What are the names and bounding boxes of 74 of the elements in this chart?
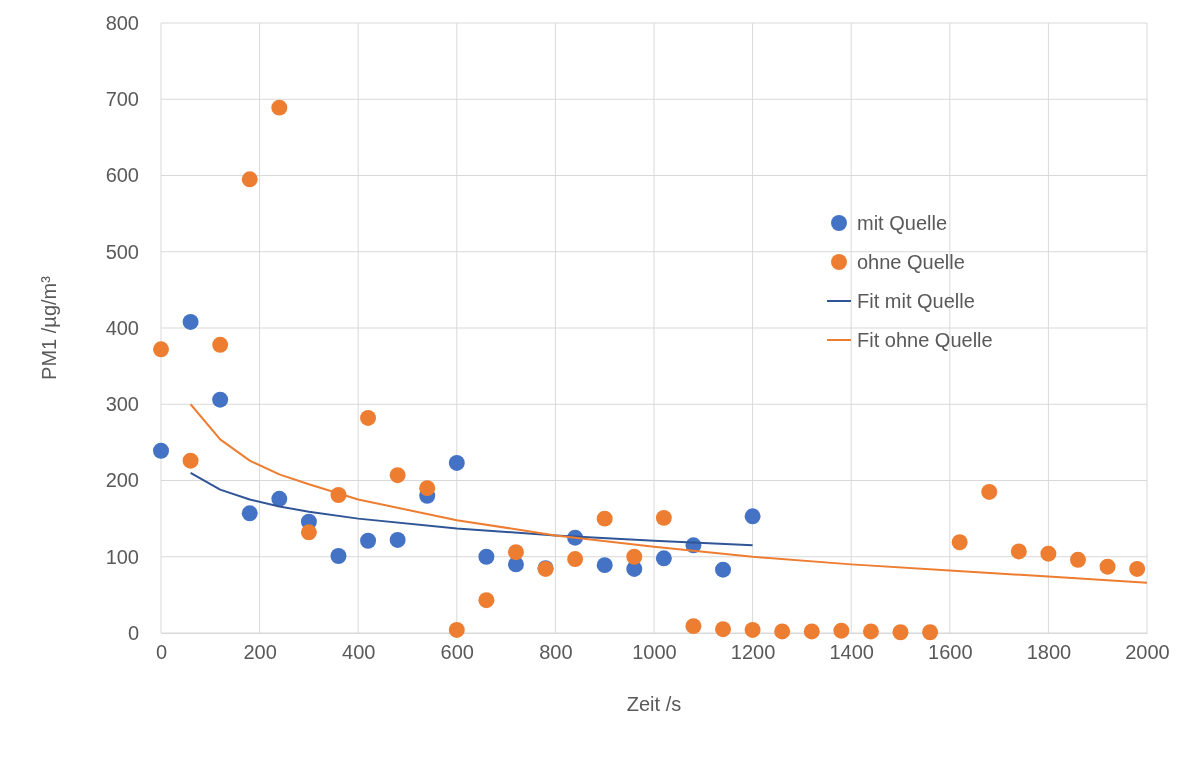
y-tick-label: 400 <box>105 316 139 339</box>
legend-label: Fit mit Quelle <box>857 290 975 312</box>
point <box>655 550 672 567</box>
x-tick-label: 1600 <box>928 641 973 664</box>
point <box>300 524 317 541</box>
x-tick-label: 200 <box>243 641 277 664</box>
point <box>448 621 465 638</box>
point <box>212 336 229 353</box>
point <box>448 455 465 471</box>
point <box>419 480 436 497</box>
point <box>951 534 968 551</box>
point <box>153 341 169 358</box>
y-tick-label: 700 <box>105 88 139 111</box>
y-axis-title: PM1 /µg/m³ <box>38 275 60 380</box>
point <box>507 544 524 561</box>
point <box>241 171 258 188</box>
point <box>271 490 288 507</box>
point <box>596 510 613 527</box>
point <box>833 622 850 639</box>
point <box>744 621 761 638</box>
point <box>212 391 229 408</box>
point <box>626 548 643 565</box>
point <box>715 561 731 578</box>
point <box>330 548 347 564</box>
y-tick-label: 200 <box>105 469 139 492</box>
x-tick-label: 800 <box>539 641 573 664</box>
line-series <box>189 403 1148 584</box>
point <box>922 624 939 641</box>
point <box>153 442 169 459</box>
point <box>360 532 377 549</box>
legend-label: ohne Quelle <box>857 251 965 273</box>
x-tick-label: 1800 <box>1026 641 1072 664</box>
y-tick-label: 600 <box>105 164 139 187</box>
point <box>478 592 495 609</box>
x-tick-label: 1000 <box>632 641 677 664</box>
point <box>182 452 199 469</box>
y-tick-label: 500 <box>105 240 139 263</box>
y-tick-label: 100 <box>105 545 139 568</box>
x-tick-label: 600 <box>440 641 474 664</box>
x-axis-title: Zeit /s <box>626 693 682 715</box>
point <box>241 505 258 522</box>
point <box>1010 543 1027 560</box>
point <box>389 467 406 484</box>
point <box>655 509 672 526</box>
point <box>1099 558 1116 575</box>
point <box>182 313 199 330</box>
x-tick-label: 1200 <box>730 641 776 664</box>
point <box>981 483 998 500</box>
point <box>360 410 377 426</box>
y-tick-label: 800 <box>105 11 139 34</box>
point <box>744 508 761 525</box>
point <box>271 99 288 116</box>
x-tick-label: 400 <box>342 641 376 664</box>
legend-label: Fit ohne Quelle <box>857 329 993 351</box>
x-tick-label: 1400 <box>829 641 874 664</box>
point <box>567 551 584 567</box>
point <box>774 623 791 640</box>
point <box>685 618 702 635</box>
y-tick-label: 300 <box>105 393 139 416</box>
legend-label: mit Quelle <box>857 212 948 234</box>
point <box>862 623 879 640</box>
point <box>715 621 731 638</box>
point <box>478 548 495 565</box>
point <box>803 623 820 640</box>
point <box>1070 551 1086 568</box>
line-series <box>189 471 754 547</box>
y-tick-label: 0 <box>127 621 139 644</box>
x-tick-label: 0 <box>155 641 168 664</box>
point <box>389 532 406 548</box>
point <box>1040 545 1057 562</box>
point <box>1129 560 1146 577</box>
point <box>892 624 909 641</box>
x-tick-label: 2000 <box>1125 641 1170 664</box>
point <box>596 557 613 574</box>
